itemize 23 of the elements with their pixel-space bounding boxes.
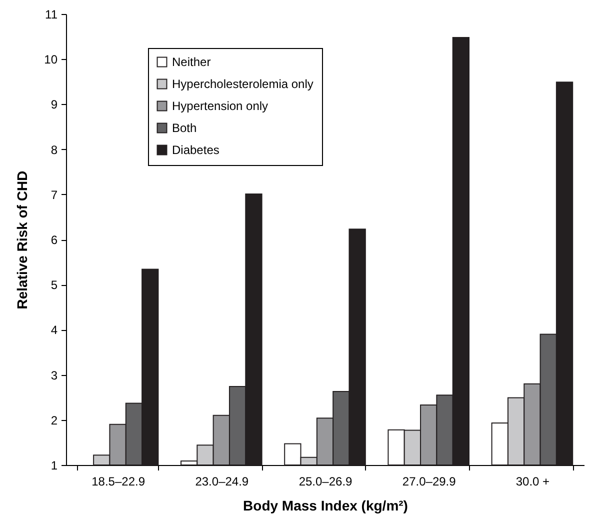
- y-tick-label: 10: [44, 52, 58, 67]
- y-tick-label: 11: [45, 8, 58, 22]
- legend-label: Diabetes: [172, 143, 220, 157]
- legend-label: Both: [172, 121, 197, 135]
- y-tick-label: 8: [50, 142, 58, 157]
- x-tick-label: 27.0–29.9: [402, 474, 456, 488]
- legend-label: Hypercholesterolemia only: [172, 77, 314, 91]
- x-tick-label: 30.0 +: [516, 474, 550, 488]
- y-tick-label: 5: [50, 278, 58, 292]
- y-tick-label: 4: [50, 323, 58, 338]
- x-tick-label: 18.5–22.9: [92, 474, 146, 488]
- y-tick-label: 2: [50, 413, 58, 428]
- legend-label: Neither: [172, 55, 211, 69]
- y-tick-label: 6: [50, 233, 58, 247]
- x-tick-label: 23.0–24.9: [195, 474, 249, 488]
- y-tick-label: 7: [50, 188, 58, 202]
- x-axis-title: Body Mass Index (kg/m²): [243, 498, 408, 514]
- y-axis-title: Relative Risk of CHD: [14, 170, 30, 310]
- y-tick-label: 9: [50, 98, 58, 112]
- legend-label: Hypertension only: [172, 99, 268, 113]
- y-tick-label: 3: [50, 368, 58, 382]
- x-tick-label: 25.0–26.9: [298, 474, 353, 488]
- y-tick-label: 1: [50, 458, 58, 472]
